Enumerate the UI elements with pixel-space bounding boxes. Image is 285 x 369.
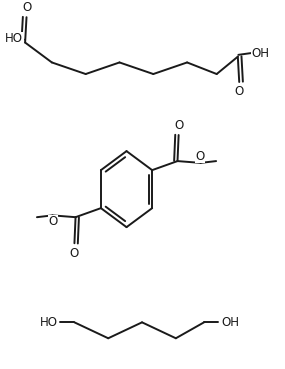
Text: O: O: [48, 215, 58, 228]
Text: O: O: [70, 246, 79, 259]
Text: O: O: [196, 150, 205, 163]
Text: HO: HO: [40, 316, 58, 329]
Text: HO: HO: [5, 32, 23, 45]
Text: O: O: [174, 119, 183, 132]
Text: OH: OH: [221, 316, 239, 329]
Text: O: O: [22, 1, 31, 14]
Text: O: O: [235, 85, 244, 98]
Text: OH: OH: [251, 46, 269, 59]
